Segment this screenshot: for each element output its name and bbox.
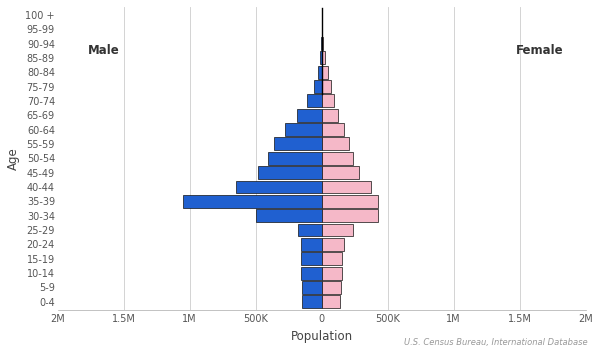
Bar: [183, 195, 322, 208]
Bar: [322, 51, 325, 64]
Bar: [318, 66, 322, 79]
Bar: [302, 281, 322, 294]
Bar: [322, 66, 328, 79]
Bar: [322, 80, 331, 93]
Bar: [322, 138, 349, 150]
Bar: [259, 166, 322, 179]
Bar: [314, 80, 322, 93]
Bar: [322, 166, 359, 179]
Text: Female: Female: [515, 44, 563, 57]
Bar: [322, 209, 379, 222]
X-axis label: Population: Population: [290, 330, 353, 343]
Bar: [298, 224, 322, 237]
Bar: [274, 138, 322, 150]
Bar: [322, 37, 323, 50]
Bar: [307, 94, 322, 107]
Bar: [302, 295, 322, 308]
Bar: [301, 252, 322, 265]
Text: U.S. Census Bureau, International Database: U.S. Census Bureau, International Databa…: [404, 337, 588, 346]
Bar: [285, 123, 322, 136]
Bar: [322, 123, 344, 136]
Bar: [322, 224, 353, 237]
Text: Male: Male: [88, 44, 120, 57]
Bar: [301, 267, 322, 280]
Y-axis label: Age: Age: [7, 147, 20, 170]
Bar: [322, 94, 334, 107]
Bar: [322, 252, 342, 265]
Bar: [322, 152, 353, 165]
Bar: [322, 267, 342, 280]
Bar: [322, 195, 379, 208]
Bar: [322, 281, 341, 294]
Bar: [296, 109, 322, 122]
Bar: [322, 109, 338, 122]
Bar: [236, 181, 322, 194]
Bar: [256, 209, 322, 222]
Bar: [301, 238, 322, 251]
Bar: [268, 152, 322, 165]
Bar: [322, 295, 340, 308]
Bar: [322, 238, 344, 251]
Bar: [320, 51, 322, 64]
Bar: [322, 181, 371, 194]
